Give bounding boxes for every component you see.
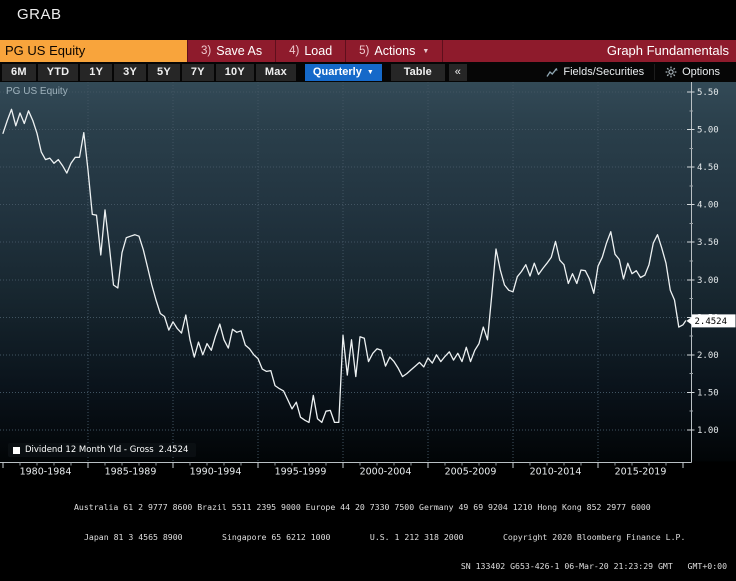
period-dropdown[interactable]: Quarterly ▼ [304,63,382,81]
function-title: Graph Fundamentals [606,43,729,58]
svg-text:2010-2014: 2010-2014 [530,467,582,478]
legend-series-label: Dividend 12 Month Yld - Gross [25,445,154,455]
svg-text:2005-2009: 2005-2009 [445,467,497,478]
range-10y-button[interactable]: 10Y [215,63,254,81]
range-toolbar: 6M YTD 1Y 3Y 5Y 7Y 10Y Max Quarterly ▼ Table « … [0,62,736,82]
svg-text:1980-1984: 1980-1984 [20,467,72,478]
svg-text:5.00: 5.00 [697,126,719,136]
button-label: Load [304,44,333,58]
gear-icon [665,66,677,78]
fields-securities-label: Fields/Securities [563,66,645,78]
period-dropdown-value: Quarterly [312,66,362,78]
footer-session-line: SN 133402 G653-426-1 06-Mar-20 21:23:29 … [460,560,727,571]
svg-text:1990-1994: 1990-1994 [190,467,242,478]
svg-text:3.50: 3.50 [697,238,719,248]
chevron-down-icon: ▼ [366,68,374,76]
ticker-input[interactable]: PG US Equity [0,40,187,62]
command-bar: PG US Equity 3) Save As 4) Load 5) Actions ▼ G… [0,40,736,62]
toolbar-right-group: Fields/Securities Options [536,64,736,80]
x-axis-labels: 1980-1984 1985-1989 1990-1994 1995-1999 2000… [20,467,667,478]
shortcut-key: 3) [201,45,212,57]
shortcut-key: 4) [289,45,300,57]
title-strip: GRAB [0,0,736,40]
legend[interactable]: Dividend 12 Month Yld - Gross 2.4524 [8,443,197,457]
range-max-button[interactable]: Max [255,63,296,81]
y-axis-labels: 1.001.502.002.503.003.504.004.505.005.50 [697,88,719,436]
svg-text:2.4524: 2.4524 [695,317,728,327]
chevron-down-icon: ▼ [422,47,430,55]
load-button[interactable]: 4) Load [275,40,345,62]
fields-securities-button[interactable]: Fields/Securities [536,64,654,80]
svg-text:2015-2019: 2015-2019 [615,467,667,478]
legend-value: 2.4524 [158,445,189,455]
terminal-footer: Australia 61 2 9777 8600 Brazil 5511 239… [0,484,736,581]
axes [0,82,695,468]
svg-text:2000-2004: 2000-2004 [360,467,412,478]
svg-text:5.50: 5.50 [697,88,719,98]
svg-text:2.00: 2.00 [697,351,719,361]
range-7y-button[interactable]: 7Y [181,63,214,81]
grab-title: GRAB [17,6,62,23]
footer-contact-line-1: Australia 61 2 9777 8600 Brazil 5511 239… [74,502,651,513]
range-3y-button[interactable]: 3Y [114,63,147,81]
table-button[interactable]: Table [390,63,445,81]
range-buttons: 6M YTD 1Y 3Y 5Y 7Y 10Y Max [0,63,296,81]
shortcut-key: 5) [359,45,370,57]
series-swatch-icon [13,446,20,454]
button-label: Actions [374,44,416,58]
range-1y-button[interactable]: 1Y [80,63,113,81]
range-ytd-button[interactable]: YTD [37,63,79,81]
svg-text:4.00: 4.00 [697,201,719,211]
command-buttons: 3) Save As 4) Load 5) Actions ▼ [187,40,444,62]
svg-text:1.00: 1.00 [697,426,719,436]
range-6m-button[interactable]: 6M [2,63,36,81]
chart-canvas[interactable]: 1.001.502.002.503.003.504.004.505.005.50… [0,82,736,480]
options-label: Options [682,66,720,78]
svg-text:4.50: 4.50 [697,163,719,173]
trend-chart-icon [546,67,558,77]
last-value-badge: 2.4524 [686,314,736,328]
chart-panel: 1.001.502.002.503.003.504.004.505.005.50… [0,82,736,480]
svg-text:3.00: 3.00 [697,276,719,286]
save-as-button[interactable]: 3) Save As [187,40,275,62]
button-label: Save As [216,44,263,58]
collapse-button[interactable]: « [448,63,467,81]
svg-text:1.50: 1.50 [697,388,719,398]
options-button[interactable]: Options [654,64,730,80]
range-5y-button[interactable]: 5Y [148,63,180,81]
svg-text:1995-1999: 1995-1999 [275,467,327,478]
svg-text:1985-1989: 1985-1989 [105,467,157,478]
footer-contact-line-2: Japan 81 3 4565 8900 Singapore 65 6212 1… [84,531,686,542]
security-label: PG US Equity [6,86,68,97]
actions-button[interactable]: 5) Actions ▼ [345,40,444,62]
grid-lines [0,82,690,463]
dividend-yield-line [2,108,687,424]
